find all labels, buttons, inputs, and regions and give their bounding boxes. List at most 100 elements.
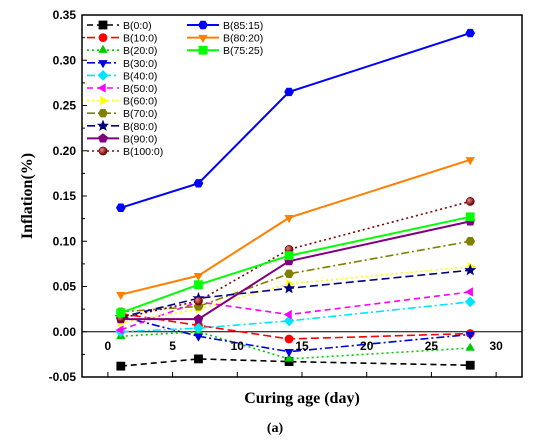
legend-marker	[96, 119, 110, 131]
series-b-40-0	[115, 296, 476, 338]
data-point	[465, 237, 476, 246]
legend-label: B(100:0)	[123, 146, 163, 158]
legend-entry: B(100:0)	[87, 146, 163, 158]
legend-label: B(30:0)	[123, 58, 157, 70]
data-point	[193, 333, 204, 342]
legend-marker	[98, 146, 108, 156]
series-b-80-20	[116, 157, 475, 301]
data-point	[465, 197, 475, 206]
series-line	[120, 265, 471, 324]
x-tick-label: 25	[425, 339, 439, 353]
data-point	[193, 179, 204, 188]
data-point	[194, 280, 203, 290]
legend-marker	[98, 33, 108, 42]
legend-label: B(60:0)	[123, 96, 157, 108]
data-point	[283, 281, 296, 294]
y-tick-label: 0.05	[53, 280, 77, 294]
data-point	[465, 157, 475, 166]
data-point	[284, 251, 294, 261]
figure-sublabel: (a)	[267, 421, 284, 436]
x-tick-label: 15	[295, 339, 309, 353]
y-tick-label: 0.25	[53, 99, 77, 113]
y-tick-label: 0.35	[53, 8, 77, 22]
data-point	[284, 348, 294, 358]
series-line	[120, 158, 471, 296]
data-point	[464, 263, 477, 276]
series-line	[120, 358, 471, 367]
y-tick-label: 0.20	[53, 144, 77, 158]
legend-entry: B(80:0)	[87, 119, 157, 133]
legend-label: B(40:0)	[123, 70, 157, 82]
series-b-50-0	[115, 287, 473, 335]
data-point	[284, 87, 294, 97]
legend: B(0:0)B(10:0)B(20:0)B(30:0)B(40:0)B(50:0…	[87, 20, 263, 158]
data-point	[465, 360, 475, 370]
legend-marker	[198, 45, 208, 55]
legend-entry: B(75:25)	[187, 45, 263, 57]
x-tick-label: 10	[231, 339, 245, 353]
data-point	[193, 322, 204, 334]
legend-label: B(85:15)	[223, 20, 263, 32]
data-point	[194, 296, 203, 306]
legend-label: B(70:0)	[123, 108, 157, 120]
x-axis-title: Curing age (day)	[244, 390, 360, 407]
series-line	[120, 315, 471, 353]
legend-label: B(20:0)	[123, 45, 157, 57]
y-tick-label: 0.00	[53, 325, 77, 339]
legend-marker	[198, 20, 208, 30]
series-b-100-0	[116, 197, 475, 323]
legend-entry: B(80:20)	[187, 33, 263, 45]
data-point	[194, 354, 203, 364]
data-point	[465, 342, 475, 351]
series-line	[120, 32, 471, 209]
legend-marker	[97, 70, 109, 81]
legend-label: B(90:0)	[123, 133, 157, 145]
series-line	[120, 240, 471, 313]
legend-label: B(0:0)	[123, 20, 152, 32]
legend-marker	[98, 108, 108, 118]
legend-label: B(80:20)	[223, 33, 263, 45]
data-point	[464, 296, 476, 308]
legend-marker	[97, 83, 106, 93]
legend-label: B(50:0)	[123, 83, 157, 95]
x-tick-label: 30	[489, 339, 503, 353]
legend-marker	[198, 34, 208, 44]
legend-marker	[98, 20, 108, 30]
legend-marker	[98, 44, 108, 53]
series-line	[120, 200, 471, 319]
series-b-85-15	[115, 28, 476, 212]
series-line	[120, 312, 471, 340]
data-point	[465, 212, 475, 222]
x-tick-label: 5	[169, 339, 176, 353]
x-tick-label: 0	[105, 339, 112, 353]
legend-entry: B(60:0)	[87, 96, 157, 108]
legend-entry: B(70:0)	[87, 108, 157, 120]
series-b-75-25	[116, 212, 475, 318]
ticks-layer: -0.05 0.00 0.05 0.10 0.15 0.20 0.25 0.30 0.35 0 5 1…	[49, 8, 503, 384]
legend-entry: B(50:0)	[87, 83, 157, 95]
y-tick-label: 0.15	[53, 189, 77, 203]
legend-entry: B(10:0)	[87, 33, 157, 45]
data-point	[284, 269, 294, 279]
series-line	[120, 269, 471, 319]
data-point	[284, 353, 294, 362]
legend-label: B(80:0)	[123, 121, 157, 133]
series-layer	[114, 28, 477, 371]
legend-marker	[100, 95, 109, 106]
legend-entry: B(20:0)	[87, 44, 157, 57]
series-line	[120, 301, 471, 333]
y-tick-label: 0.10	[53, 234, 77, 248]
data-point	[193, 313, 204, 324]
legend-marker	[98, 133, 108, 143]
data-point	[464, 287, 473, 297]
legend-label: B(10:0)	[123, 33, 157, 45]
series-b-0-0	[116, 354, 475, 371]
series-line	[120, 291, 471, 331]
data-point	[465, 28, 476, 38]
legend-entry: B(40:0)	[87, 70, 157, 82]
series-b-70-0	[115, 237, 476, 317]
data-point	[284, 334, 294, 344]
x-tick-label: 20	[360, 339, 374, 353]
data-point	[115, 325, 124, 335]
